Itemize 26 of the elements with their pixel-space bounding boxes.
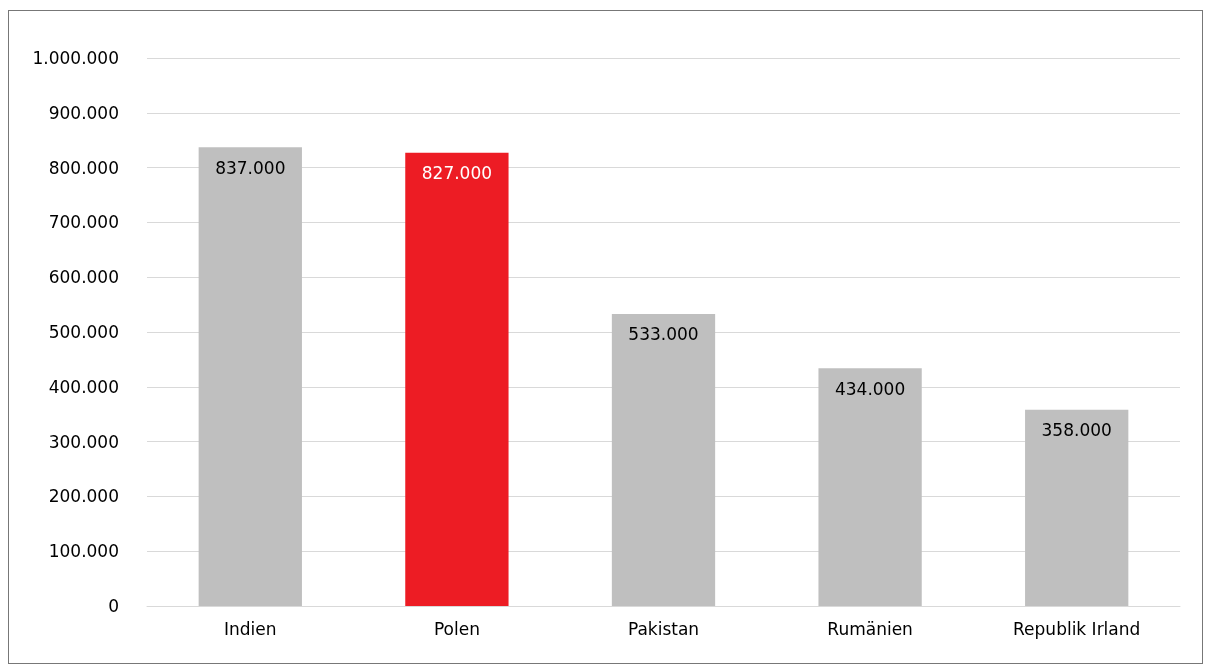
y-tick-label: 800.000 xyxy=(48,157,119,178)
bar xyxy=(611,313,716,606)
y-tick-label: 100.000 xyxy=(48,541,119,562)
x-tick-label: Republik Irland xyxy=(1013,618,1141,639)
y-tick-label: 200.000 xyxy=(48,486,119,507)
x-tick-label: Polen xyxy=(433,618,480,639)
y-tick-label: 0 xyxy=(108,596,119,616)
data-label: 434.000 xyxy=(834,378,906,399)
data-label: 358.000 xyxy=(1041,420,1112,441)
bar xyxy=(405,152,509,606)
bar xyxy=(818,368,922,606)
y-tick-label: 600.000 xyxy=(48,267,119,288)
data-label: 827.000 xyxy=(421,163,493,184)
y-tick-label: 400.000 xyxy=(48,376,119,397)
x-tick-label: Rumänien xyxy=(827,618,913,639)
x-tick-label: Pakistan xyxy=(627,618,700,639)
y-tick-label: 300.000 xyxy=(48,431,119,452)
x-tick-label: Indien xyxy=(224,618,277,639)
y-tick-label: 700.000 xyxy=(48,212,119,233)
data-label: 533.000 xyxy=(628,324,699,345)
bar xyxy=(1025,409,1129,606)
bar xyxy=(198,147,302,606)
data-label: 837.000 xyxy=(215,157,286,178)
y-tick-label: 900.000 xyxy=(48,102,119,123)
y-tick-label: 1.000.000 xyxy=(32,48,119,68)
y-tick-label: 500.000 xyxy=(48,322,119,342)
